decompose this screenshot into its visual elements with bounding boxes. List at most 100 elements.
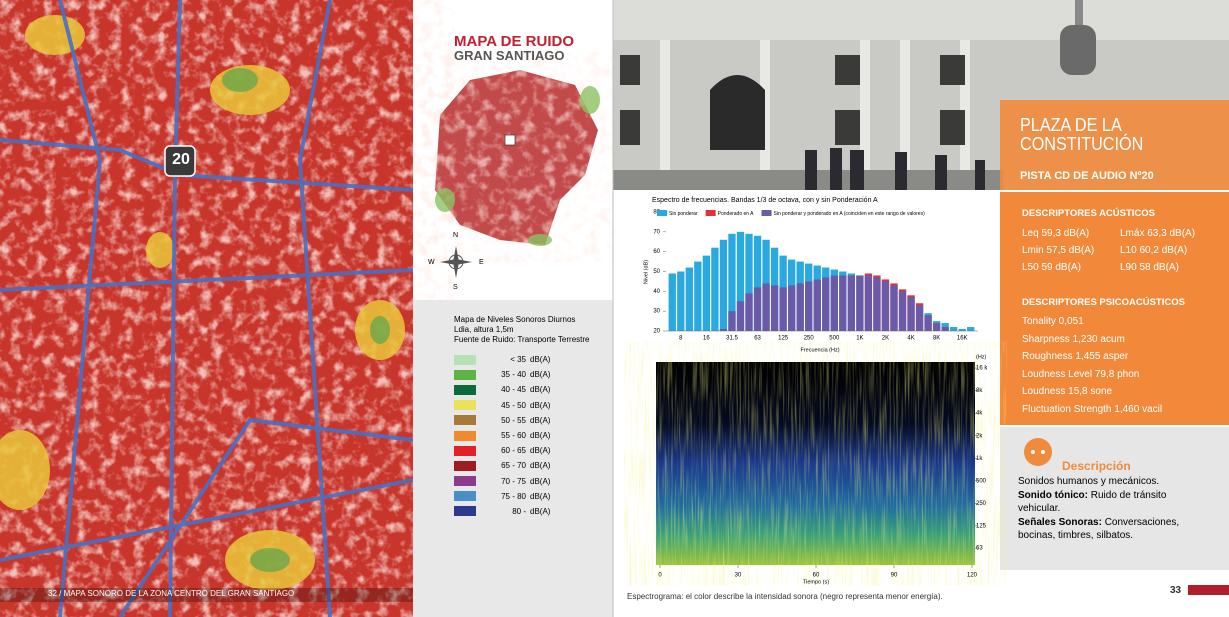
level-unit: dB(A) xyxy=(530,415,551,425)
acoustic-value: L50 59 dB(A) xyxy=(1022,262,1081,273)
y-axis-label: (Hz) xyxy=(976,354,987,360)
bar-overlap xyxy=(762,283,770,331)
bar-overlap xyxy=(881,281,890,331)
level-range: 65 - 70 xyxy=(501,461,526,471)
level-unit: dB(A) xyxy=(530,491,551,501)
map-texture xyxy=(0,0,413,617)
paragraph-text: Conversaciones, bocinas, timbres, silbat… xyxy=(1018,516,1180,542)
bar-overlap xyxy=(856,275,864,331)
level-swatch xyxy=(454,491,476,502)
level-range: 60 - 65 xyxy=(501,446,526,456)
map-title: MAPA DE RUIDO xyxy=(454,33,574,50)
bar xyxy=(736,231,745,331)
bar xyxy=(711,247,719,331)
bar-overlap xyxy=(753,287,762,331)
bar-overlap xyxy=(813,279,821,331)
level-row: 40 - 45 dB(A) xyxy=(454,382,550,397)
bar-overlap xyxy=(915,305,924,331)
level-row: 50 - 55 dB(A) xyxy=(454,413,550,428)
bar-overlap xyxy=(932,323,941,331)
paragraph: Sonidos humanos y mecánicos. xyxy=(1018,475,1198,489)
level-unit: dB(A) xyxy=(530,400,551,410)
compass-w: W xyxy=(428,259,435,266)
x-tick-label: 16 xyxy=(703,336,710,342)
bar-overlap xyxy=(898,291,907,331)
level-unit: dB(A) xyxy=(530,355,551,365)
x-tick-label: 2K xyxy=(882,336,889,342)
x-tick-label: 8K xyxy=(933,336,940,342)
roads xyxy=(0,0,414,617)
compass xyxy=(440,246,472,278)
level-row: 55 - 60 dB(A) xyxy=(454,428,550,443)
bar-overlap xyxy=(839,275,847,331)
bar-overlap xyxy=(890,285,898,331)
y-tick-label: 250 xyxy=(976,501,987,507)
marker xyxy=(164,145,196,177)
legend-label: Ponderado en A xyxy=(718,211,755,217)
level-row: 35 - 40 dB(A) xyxy=(454,367,550,382)
x-tick-label: 1K xyxy=(856,336,863,342)
x-axis-label: Frecuencia (Hz) xyxy=(800,347,839,353)
psycho-value: Roughness 1,455 asper xyxy=(1022,351,1129,362)
bar xyxy=(958,329,966,331)
track: PISTA CD DE AUDIO Nº20 xyxy=(1020,170,1154,182)
x-tick-label: 120 xyxy=(967,573,978,579)
description-line: Ldia, altura 1,5m xyxy=(454,325,514,334)
level-range: 55 - 60 xyxy=(501,431,526,441)
bar xyxy=(668,273,676,331)
bar-overlap xyxy=(907,297,915,331)
legend-label: Sin ponderar xyxy=(669,211,698,217)
level-row: 70 - 75 dB(A) xyxy=(454,474,550,489)
psycho-value: Tonality 0,051 xyxy=(1022,316,1084,327)
bar xyxy=(694,261,702,331)
location-title: PLAZA DE LA CONSTITUCIÓN xyxy=(1020,116,1143,154)
bar-overlap xyxy=(779,287,787,331)
level-unit: dB(A) xyxy=(530,370,551,380)
bar xyxy=(677,271,685,331)
level-range: < 35 xyxy=(510,355,526,365)
bar xyxy=(728,233,736,331)
legend-description: Mapa de Niveles Sonoros Diurnos Ldia, alt… xyxy=(454,315,589,345)
bar-overlap xyxy=(805,281,813,331)
bar-overlap xyxy=(941,327,949,331)
x-tick-label: 500 xyxy=(829,336,840,342)
paragraph: Sonido tónico: Ruido de tránsito vehicul… xyxy=(1018,489,1198,516)
x-tick-label: 31.5 xyxy=(726,336,738,342)
level-swatch xyxy=(454,430,476,441)
psycho-value: Loudness Level 79,8 phon xyxy=(1022,368,1140,380)
x-tick-label: 60 xyxy=(813,573,820,579)
level-swatch xyxy=(454,384,476,395)
legend-swatch xyxy=(761,210,772,216)
caption: Espectrograma: el color describe la inte… xyxy=(627,592,943,601)
x-tick-label: 63 xyxy=(754,336,761,342)
title-line: CONSTITUCIÓN xyxy=(1020,134,1144,154)
y-tick-label: 50 xyxy=(653,269,660,275)
bar-overlap xyxy=(830,275,838,331)
psycho-value: Sharpness 1,230 acum xyxy=(1022,333,1125,345)
level-range: 75 - 80 xyxy=(501,491,526,501)
y-tick-label: 125 xyxy=(976,523,987,529)
level-unit: dB(A) xyxy=(530,476,551,486)
bar xyxy=(950,327,958,331)
bar-overlap xyxy=(924,315,932,331)
level-swatch xyxy=(454,476,476,487)
paragraph-text: Ruido de tránsito vehicular. xyxy=(1018,489,1167,515)
x-tick-label: 30 xyxy=(735,573,742,579)
bar xyxy=(753,235,762,331)
bar xyxy=(967,327,975,331)
y-tick-label: 60 xyxy=(653,249,660,255)
bar-overlap xyxy=(864,275,873,331)
level-unit: dB(A) xyxy=(530,461,551,471)
description-line: Mapa de Niveles Sonoros Diurnos xyxy=(454,315,576,324)
y-tick-label: 30 xyxy=(653,309,660,315)
chart-title: Espectro de frecuencias. Bandas 1/3 de o… xyxy=(652,197,878,204)
acoustic-value: Leq 59,3 dB(A) xyxy=(1022,228,1090,239)
acoustic-row: Lmin 57,5 dB(A) L10 60,2 dB(A) xyxy=(1022,242,1210,259)
level-row: 45 - 50 dB(A) xyxy=(454,398,550,413)
acoustic-rows: Leq 59,3 dB(A) Lmáx 63,3 dB(A) Lmin 57,5 d… xyxy=(1022,225,1210,276)
page-number: 33 xyxy=(1170,585,1182,596)
y-tick-label: 63 xyxy=(976,546,983,552)
acoustic-value: Lmáx 63,3 dB(A) xyxy=(1120,228,1196,239)
level-swatch xyxy=(454,445,476,456)
